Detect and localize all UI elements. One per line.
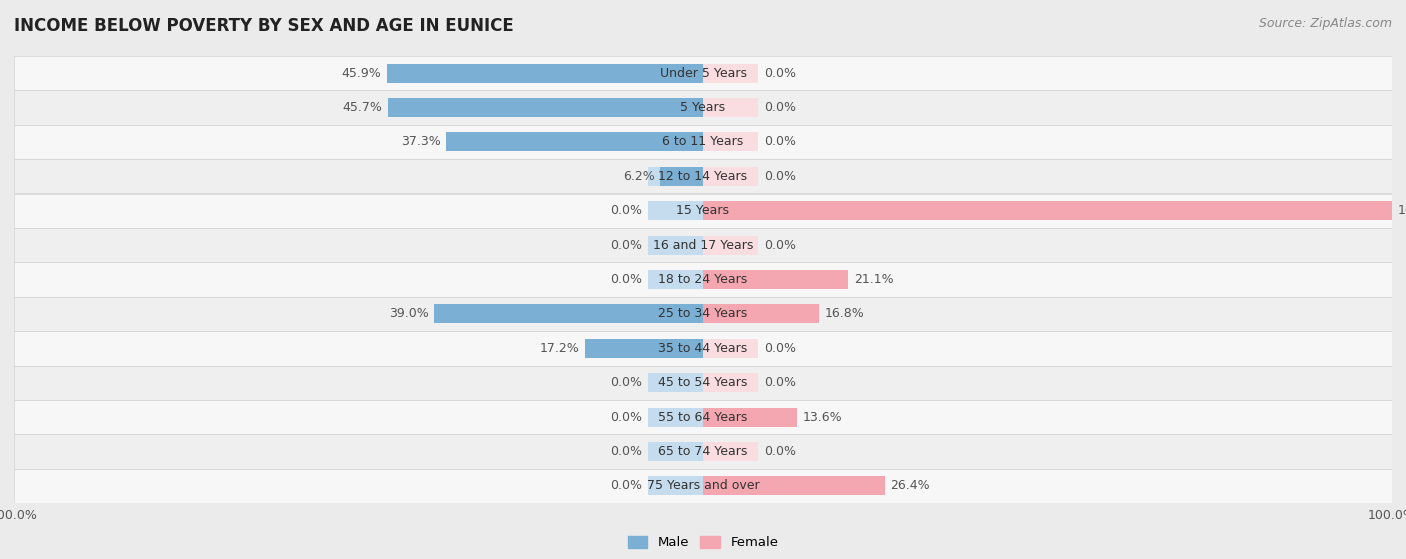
Bar	[703, 270, 848, 289]
Bar	[703, 305, 758, 323]
Text: 45.9%: 45.9%	[342, 67, 381, 79]
Bar	[703, 201, 1392, 220]
Text: 16.8%: 16.8%	[824, 307, 865, 320]
Text: 0.0%: 0.0%	[763, 101, 796, 114]
Bar	[434, 305, 703, 323]
Bar	[585, 339, 703, 358]
Text: 55 to 64 Years: 55 to 64 Years	[658, 411, 748, 424]
Text: 0.0%: 0.0%	[610, 411, 643, 424]
Bar	[648, 442, 703, 461]
Text: 0.0%: 0.0%	[763, 376, 796, 389]
Bar	[648, 270, 703, 289]
Text: 12 to 14 Years: 12 to 14 Years	[658, 170, 748, 183]
Bar	[648, 201, 703, 220]
Text: Source: ZipAtlas.com: Source: ZipAtlas.com	[1258, 17, 1392, 30]
Text: 0.0%: 0.0%	[763, 445, 796, 458]
Text: 0.0%: 0.0%	[610, 445, 643, 458]
Bar	[14, 228, 1392, 262]
Bar	[703, 201, 758, 220]
Text: 15 Years: 15 Years	[676, 204, 730, 217]
Bar	[648, 476, 703, 495]
Bar	[648, 98, 703, 117]
Bar	[14, 400, 1392, 434]
Text: 0.0%: 0.0%	[763, 239, 796, 252]
Bar	[703, 305, 818, 323]
Bar	[648, 339, 703, 358]
Text: INCOME BELOW POVERTY BY SEX AND AGE IN EUNICE: INCOME BELOW POVERTY BY SEX AND AGE IN E…	[14, 17, 513, 35]
Text: 6.2%: 6.2%	[623, 170, 655, 183]
Bar	[703, 442, 758, 461]
Text: 0.0%: 0.0%	[763, 67, 796, 79]
Text: 35 to 44 Years: 35 to 44 Years	[658, 342, 748, 355]
Text: 39.0%: 39.0%	[389, 307, 429, 320]
Bar	[14, 331, 1392, 366]
Bar	[703, 408, 797, 427]
Bar	[703, 270, 758, 289]
Text: Under 5 Years: Under 5 Years	[659, 67, 747, 79]
Bar	[703, 132, 758, 151]
Text: 6 to 11 Years: 6 to 11 Years	[662, 135, 744, 148]
Bar	[661, 167, 703, 186]
Bar	[14, 262, 1392, 297]
Text: 16 and 17 Years: 16 and 17 Years	[652, 239, 754, 252]
Text: 17.2%: 17.2%	[540, 342, 579, 355]
Text: 0.0%: 0.0%	[610, 273, 643, 286]
Bar	[703, 98, 758, 117]
Bar	[648, 167, 703, 186]
Text: 65 to 74 Years: 65 to 74 Years	[658, 445, 748, 458]
Bar	[648, 373, 703, 392]
Bar	[703, 236, 758, 254]
Bar	[14, 434, 1392, 468]
Bar	[703, 339, 758, 358]
Bar	[703, 476, 758, 495]
Text: 0.0%: 0.0%	[763, 135, 796, 148]
Text: 75 Years and over: 75 Years and over	[647, 480, 759, 492]
Bar	[388, 98, 703, 117]
Text: 26.4%: 26.4%	[890, 480, 929, 492]
Bar	[14, 56, 1392, 91]
Text: 37.3%: 37.3%	[401, 135, 440, 148]
Bar	[648, 408, 703, 427]
Legend: Male, Female: Male, Female	[623, 530, 783, 555]
Bar	[703, 408, 758, 427]
Bar	[703, 64, 758, 83]
Text: 0.0%: 0.0%	[763, 342, 796, 355]
Bar	[648, 305, 703, 323]
Bar	[446, 132, 703, 151]
Text: 0.0%: 0.0%	[610, 239, 643, 252]
Bar	[14, 125, 1392, 159]
Text: 100.0%: 100.0%	[1398, 204, 1406, 217]
Bar	[14, 159, 1392, 193]
Bar	[14, 297, 1392, 331]
Text: 0.0%: 0.0%	[763, 170, 796, 183]
Text: 0.0%: 0.0%	[610, 376, 643, 389]
Text: 5 Years: 5 Years	[681, 101, 725, 114]
Bar	[648, 132, 703, 151]
Bar	[14, 91, 1392, 125]
Text: 25 to 34 Years: 25 to 34 Years	[658, 307, 748, 320]
Text: 18 to 24 Years: 18 to 24 Years	[658, 273, 748, 286]
Bar	[703, 167, 758, 186]
Text: 45 to 54 Years: 45 to 54 Years	[658, 376, 748, 389]
Bar	[703, 373, 758, 392]
Bar	[14, 468, 1392, 503]
Bar	[14, 366, 1392, 400]
Text: 21.1%: 21.1%	[853, 273, 893, 286]
Bar	[14, 193, 1392, 228]
Bar	[648, 236, 703, 254]
Text: 13.6%: 13.6%	[803, 411, 842, 424]
Text: 0.0%: 0.0%	[610, 480, 643, 492]
Text: 45.7%: 45.7%	[343, 101, 382, 114]
Bar	[648, 64, 703, 83]
Bar	[703, 476, 884, 495]
Bar	[387, 64, 703, 83]
Text: 0.0%: 0.0%	[610, 204, 643, 217]
